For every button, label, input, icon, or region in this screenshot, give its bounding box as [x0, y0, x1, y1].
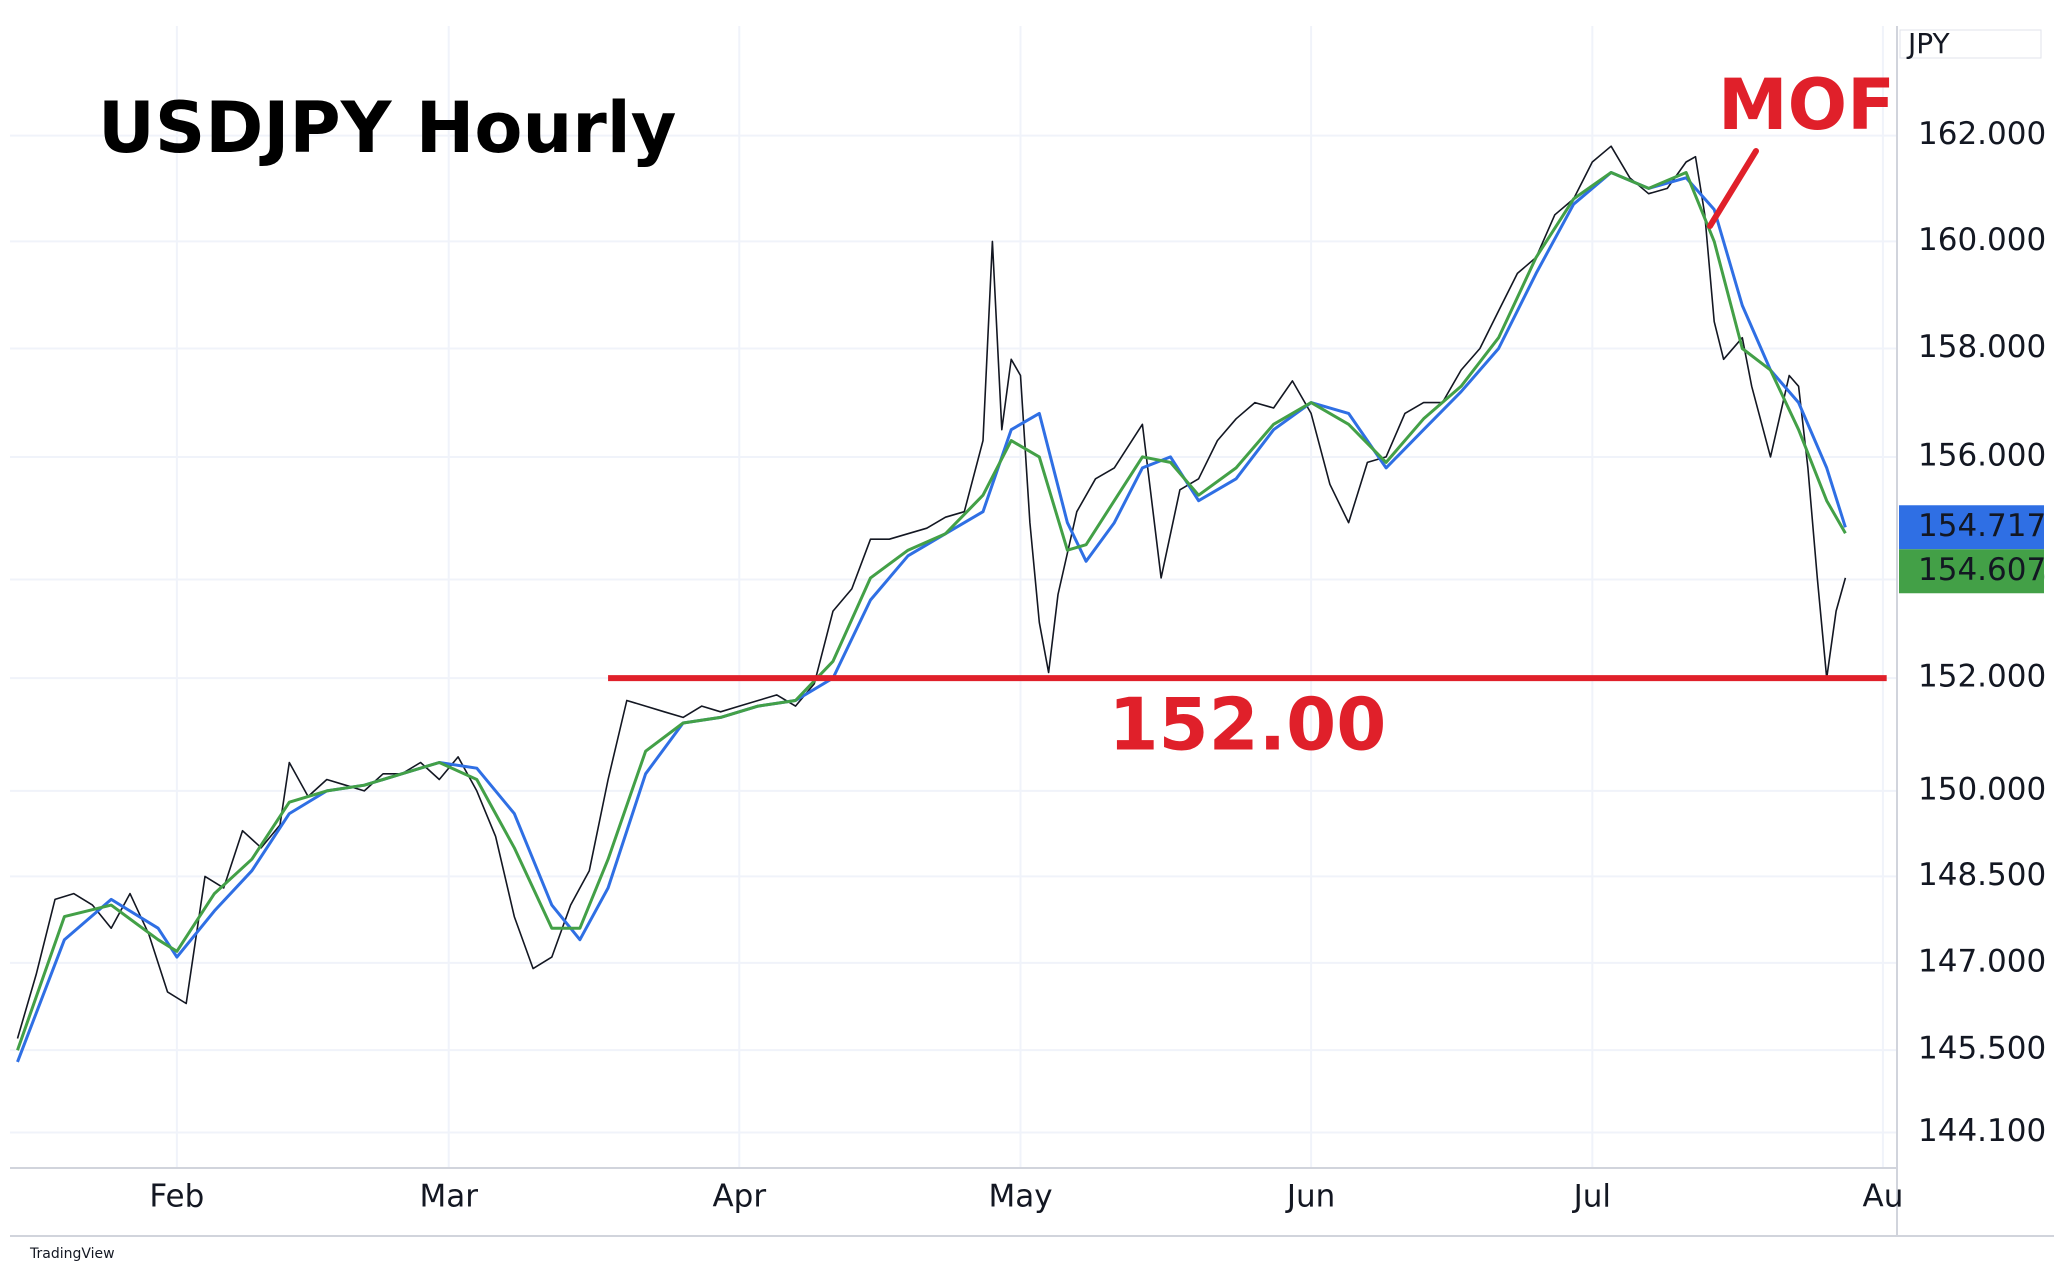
currency-box — [1899, 29, 2042, 59]
plot-area — [16, 145, 1847, 1063]
y-tick-label: 147.000 — [1918, 943, 2046, 979]
y-tick-label: 158.000 — [1918, 329, 2046, 365]
watermark: TradingView — [29, 1246, 115, 1262]
y-tick-label: 160.000 — [1918, 222, 2046, 258]
x-tick-label: Mar — [419, 1179, 478, 1215]
x-tick-label: Au — [1863, 1179, 1904, 1215]
x-tick-label: Feb — [149, 1179, 204, 1215]
axes: 144.100 145.500 147.000 148.500 150.000 152.0… — [149, 116, 2046, 1214]
y-tick-label: 156.000 — [1918, 437, 2046, 473]
last-value-label: 154.607 — [1918, 552, 2046, 588]
y-tick-label: 150.000 — [1918, 771, 2046, 807]
currency-label: JPY — [1906, 27, 1951, 60]
y-tick-label: 145.500 — [1918, 1031, 2046, 1067]
x-tick-label: Jun — [1285, 1179, 1335, 1215]
price-line — [16, 145, 1847, 1039]
annotation-label: MOF — [1718, 64, 1895, 146]
average-line — [16, 171, 1847, 1051]
y-tick-label: 162.000 — [1918, 116, 2046, 152]
last-value-label: 154.717 — [1918, 508, 2046, 544]
y-tick-label: 152.000 — [1918, 659, 2046, 695]
y-tick-label: 144.100 — [1918, 1113, 2046, 1149]
last-value-box — [1899, 505, 2044, 550]
annotation-pointer — [1707, 148, 1759, 229]
level-label: 152.00 — [1108, 683, 1386, 767]
last-value-box — [1899, 549, 2044, 594]
chart-title: USDJPY Hourly — [98, 87, 676, 169]
x-tick-label: Apr — [712, 1179, 766, 1215]
x-tick-label: Jul — [1572, 1179, 1611, 1215]
annotations: MOF 152.00 — [608, 64, 1895, 767]
y-tick-label: 148.500 — [1918, 857, 2046, 893]
x-tick-label: May — [988, 1179, 1052, 1215]
